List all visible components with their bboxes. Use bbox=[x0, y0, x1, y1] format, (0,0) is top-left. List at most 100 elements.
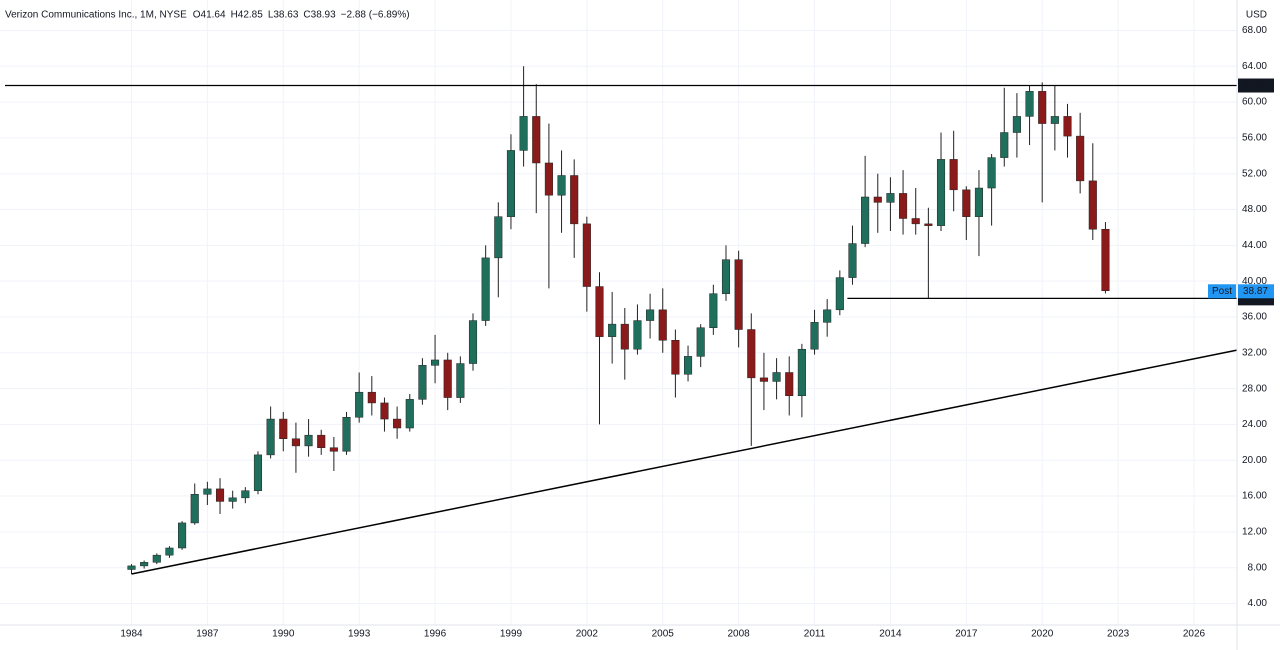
candle-body bbox=[1012, 116, 1021, 133]
candle-body bbox=[317, 434, 326, 448]
y-tick-label: 28.00 bbox=[1242, 383, 1267, 394]
y-tick-label: 20.00 bbox=[1242, 455, 1267, 466]
axes: 4.00 8.00 12.00 16.00 20.00 24.00 28.00 32.00 36… bbox=[120, 25, 1274, 640]
candle-body bbox=[266, 418, 275, 456]
x-tick-label: 1984 bbox=[120, 629, 143, 640]
candles bbox=[127, 66, 1110, 574]
candle-body bbox=[747, 329, 756, 379]
candle-body bbox=[304, 434, 313, 447]
candle-body bbox=[671, 340, 680, 375]
candle-body bbox=[962, 189, 971, 217]
candle-body bbox=[165, 547, 174, 556]
candle-body bbox=[949, 159, 958, 191]
x-tick-label: 2008 bbox=[728, 629, 751, 640]
grid bbox=[0, 0, 1237, 625]
y-tick-label: 64.00 bbox=[1242, 61, 1267, 72]
candle-body bbox=[203, 488, 212, 495]
candle-body bbox=[696, 327, 705, 357]
candle-body bbox=[759, 377, 768, 382]
candle-body bbox=[987, 157, 996, 189]
candle-body bbox=[797, 348, 806, 397]
candle-body bbox=[468, 320, 478, 364]
post-price: 38.87 bbox=[1243, 286, 1268, 297]
candle-body bbox=[633, 320, 642, 350]
ohlc-value: L38.63 bbox=[268, 10, 299, 21]
candle-body bbox=[557, 175, 566, 196]
candle-body bbox=[734, 259, 743, 330]
ohlc-value: H42.85 bbox=[231, 10, 264, 21]
candle-body bbox=[215, 488, 225, 502]
chart-title: Verizon Communications Inc., 1M, NYSE bbox=[5, 10, 187, 21]
candle-body bbox=[1050, 116, 1059, 124]
y-tick-label: 44.00 bbox=[1242, 240, 1267, 251]
candle-body bbox=[683, 356, 693, 375]
currency: USD bbox=[1246, 10, 1267, 21]
price-label: 38.08 bbox=[1243, 293, 1268, 304]
candle-body bbox=[1076, 135, 1085, 182]
candle-body bbox=[443, 359, 452, 398]
candle-body bbox=[253, 454, 263, 491]
candle-body bbox=[924, 223, 933, 226]
candle-body bbox=[848, 243, 857, 278]
candle-body bbox=[570, 175, 579, 225]
y-tick-label: 12.00 bbox=[1242, 527, 1267, 538]
candle-body bbox=[1038, 91, 1047, 124]
candle-body bbox=[608, 323, 617, 337]
y-tick-label: 40.00 bbox=[1242, 276, 1267, 287]
ohlc-value: C38.93 bbox=[303, 10, 336, 21]
candle-body bbox=[873, 196, 882, 203]
candle-body bbox=[393, 418, 402, 429]
candle-body bbox=[367, 391, 376, 404]
x-tick-label: 2014 bbox=[879, 629, 902, 640]
candle-body bbox=[646, 309, 655, 321]
candle-body bbox=[291, 438, 300, 447]
candle-body bbox=[721, 259, 731, 294]
candle-body bbox=[380, 402, 389, 420]
candle-body bbox=[418, 365, 427, 400]
price-label: 61.85 bbox=[1243, 80, 1268, 91]
post-price-bg bbox=[1238, 284, 1274, 299]
x-tick-label: 2017 bbox=[955, 629, 978, 640]
candle-body bbox=[810, 322, 819, 350]
candle-body bbox=[456, 363, 465, 398]
candle-body bbox=[519, 116, 528, 151]
candle-body bbox=[936, 159, 946, 226]
y-tick-label: 56.00 bbox=[1242, 133, 1267, 144]
price-label-bg bbox=[1238, 78, 1274, 93]
candle-body bbox=[785, 372, 794, 397]
y-tick-label: 60.00 bbox=[1242, 97, 1267, 108]
candle-body bbox=[823, 309, 832, 323]
candle-body bbox=[899, 193, 908, 219]
candle-body bbox=[405, 399, 414, 429]
candle-body bbox=[582, 223, 591, 287]
candle-body bbox=[861, 196, 870, 244]
x-tick-label: 1996 bbox=[424, 629, 447, 640]
candle-body bbox=[1025, 91, 1034, 117]
candle-body bbox=[886, 193, 895, 203]
x-tick-label: 2005 bbox=[652, 629, 675, 640]
candle-body bbox=[178, 522, 187, 549]
candle-body bbox=[140, 562, 149, 567]
candle-body bbox=[190, 494, 199, 524]
candle-body bbox=[152, 554, 161, 563]
candle-body bbox=[709, 293, 718, 328]
y-tick-label: 68.00 bbox=[1242, 25, 1267, 36]
candle-body bbox=[544, 162, 553, 196]
y-tick-label: 24.00 bbox=[1242, 419, 1267, 430]
candle-body bbox=[658, 309, 667, 341]
ohlc-value: −2.88 (−6.89%) bbox=[341, 10, 410, 21]
x-tick-label: 2023 bbox=[1107, 629, 1130, 640]
trend-line bbox=[131, 349, 1238, 575]
candle-body bbox=[595, 286, 604, 337]
candle-body bbox=[1063, 116, 1072, 137]
candle-body bbox=[342, 417, 351, 452]
candle-body bbox=[772, 372, 781, 382]
candle-body bbox=[974, 187, 984, 217]
ohlc-value: O41.64 bbox=[193, 10, 226, 21]
candle-body bbox=[355, 391, 364, 418]
candle-body bbox=[228, 497, 237, 502]
y-tick-label: 48.00 bbox=[1242, 204, 1267, 215]
candle-body bbox=[329, 447, 338, 452]
